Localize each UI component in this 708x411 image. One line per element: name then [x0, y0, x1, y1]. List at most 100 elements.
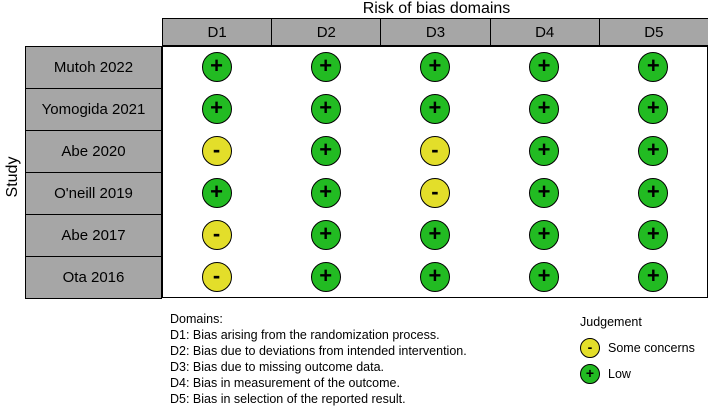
- legend-symbol: -: [587, 339, 593, 355]
- judgement-cell: -: [380, 172, 489, 214]
- legend-label: Low: [608, 367, 631, 381]
- domain-notes-title: Domains:: [170, 312, 223, 326]
- domain-header-d3: D3: [380, 18, 491, 46]
- judgement-cell: +: [162, 172, 271, 214]
- judgement-symbol: +: [319, 95, 333, 120]
- judgement-symbol: +: [537, 137, 551, 162]
- judgement-cell: +: [490, 214, 599, 256]
- low-risk-icon: +: [310, 178, 341, 208]
- domain-note-d3: D3: Bias due to missing outcome data.: [170, 360, 385, 374]
- low-risk-icon: +: [638, 262, 669, 292]
- legend-label: Some concerns: [608, 341, 695, 355]
- study-label: Abe 2017: [25, 214, 162, 257]
- low-risk-icon: +: [310, 52, 341, 82]
- legend-symbol: +: [585, 365, 595, 381]
- some-concerns-icon: -: [201, 262, 232, 292]
- judgement-cell: +: [271, 172, 380, 214]
- judgement-cell: +: [380, 88, 489, 130]
- judgement-symbol: -: [212, 137, 221, 162]
- low-risk-icon: +: [638, 178, 669, 208]
- judgement-grid: + + + + + + + + + + - + - + + + + - + + - + + + + - + + + +: [162, 46, 708, 298]
- low-risk-icon: +: [419, 262, 450, 292]
- judgement-symbol: +: [428, 95, 442, 120]
- low-risk-icon: +: [638, 94, 669, 124]
- judgement-symbol: +: [210, 53, 223, 78]
- low-risk-icon: +: [638, 52, 669, 82]
- judgement-symbol: +: [428, 53, 442, 78]
- judgement-symbol: +: [428, 221, 442, 246]
- judgement-symbol: +: [537, 263, 551, 288]
- judgement-cell: -: [162, 214, 271, 256]
- judgement-symbol: +: [646, 95, 660, 120]
- study-label: Ota 2016: [25, 256, 162, 299]
- low-risk-icon: +: [580, 364, 600, 384]
- judgement-symbol: -: [431, 179, 439, 204]
- domain-note-d2: D2: Bias due to deviations from intended…: [170, 344, 467, 358]
- judgement-cell: +: [599, 172, 708, 214]
- judgement-cell: +: [380, 214, 489, 256]
- judgement-cell: +: [490, 46, 599, 88]
- legend-item-some-concerns: - Some concerns: [580, 335, 708, 361]
- judgement-symbol: +: [428, 263, 442, 288]
- some-concerns-icon: -: [201, 220, 232, 250]
- judgement-cell: +: [271, 88, 380, 130]
- low-risk-icon: +: [201, 52, 232, 82]
- judgement-cell: +: [162, 46, 271, 88]
- judgement-symbol: -: [212, 263, 221, 288]
- judgement-cell: +: [271, 130, 380, 172]
- domain-header-d4: D4: [489, 18, 600, 46]
- judgement-legend: Judgement - Some concerns + Low: [580, 315, 708, 387]
- study-label: O'neill 2019: [25, 172, 162, 215]
- legend-item-low: + Low: [580, 361, 708, 387]
- judgement-symbol: +: [210, 179, 223, 204]
- some-concerns-icon: -: [419, 178, 450, 208]
- low-risk-icon: +: [201, 178, 232, 208]
- low-risk-icon: +: [529, 52, 560, 82]
- judgement-symbol: +: [646, 53, 660, 78]
- domain-note-d5: D5: Bias in selection of the reported re…: [170, 392, 406, 406]
- judgement-symbol: +: [537, 53, 551, 78]
- judgement-cell: +: [599, 214, 708, 256]
- low-risk-icon: +: [310, 262, 341, 292]
- low-risk-icon: +: [419, 94, 450, 124]
- low-risk-icon: +: [310, 94, 341, 124]
- judgement-cell: +: [271, 214, 380, 256]
- low-risk-icon: +: [529, 262, 560, 292]
- judgement-cell: +: [162, 88, 271, 130]
- study-label: Mutoh 2022: [25, 46, 162, 89]
- judgement-symbol: +: [319, 179, 333, 204]
- study-label: Abe 2020: [25, 130, 162, 173]
- judgement-cell: +: [271, 256, 380, 298]
- low-risk-icon: +: [638, 136, 669, 166]
- domain-notes: Domains: D1: Bias arising from the rando…: [170, 311, 467, 407]
- judgement-cell: +: [380, 46, 489, 88]
- study-axis-label: Study: [4, 156, 21, 198]
- judgement-symbol: +: [646, 137, 660, 162]
- judgement-cell: +: [490, 172, 599, 214]
- judgement-cell: -: [162, 130, 271, 172]
- study-label: Yomogida 2021: [25, 88, 162, 131]
- some-concerns-icon: -: [419, 136, 450, 166]
- judgement-symbol: +: [537, 179, 551, 204]
- judgement-cell: +: [599, 130, 708, 172]
- judgement-symbol: +: [319, 53, 333, 78]
- judgement-cell: +: [599, 46, 708, 88]
- judgement-symbol: +: [537, 221, 551, 246]
- low-risk-icon: +: [638, 220, 669, 250]
- judgement-symbol: +: [646, 263, 660, 288]
- judgement-symbol: +: [319, 263, 333, 288]
- legend-title: Judgement: [580, 315, 642, 329]
- judgement-symbol: +: [319, 221, 333, 246]
- domain-note-d4: D4: Bias in measurement of the outcome.: [170, 376, 400, 390]
- some-concerns-icon: -: [580, 338, 600, 358]
- low-risk-icon: +: [529, 94, 560, 124]
- domain-note-d1: D1: Bias arising from the randomization …: [170, 328, 440, 342]
- judgement-cell: +: [599, 256, 708, 298]
- judgement-cell: +: [271, 46, 380, 88]
- judgement-symbol: +: [646, 179, 660, 204]
- judgement-symbol: -: [212, 221, 221, 246]
- domain-header-d2: D2: [271, 18, 382, 46]
- judgement-symbol: +: [537, 95, 551, 120]
- low-risk-icon: +: [529, 220, 560, 250]
